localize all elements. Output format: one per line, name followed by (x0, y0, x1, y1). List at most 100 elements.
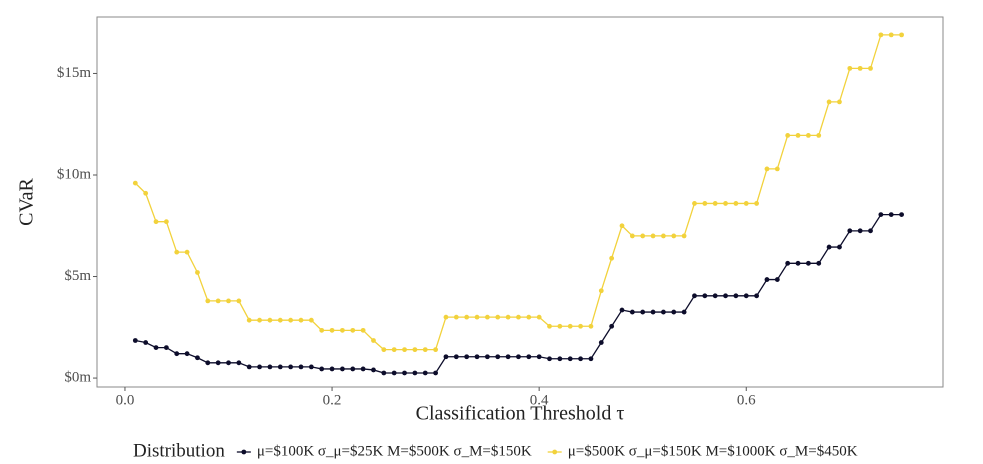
data-point (557, 356, 563, 362)
data-point (226, 298, 231, 304)
data-point (360, 366, 366, 372)
data-point (547, 356, 552, 362)
data-point (143, 190, 149, 196)
data-point (578, 356, 583, 362)
data-point (764, 166, 770, 172)
data-point (277, 364, 283, 370)
data-point (837, 244, 842, 250)
data-point (329, 327, 335, 333)
data-point (857, 228, 863, 234)
data-point (288, 364, 294, 370)
data-point (650, 309, 656, 315)
data-point (598, 288, 604, 294)
data-point (412, 347, 418, 353)
data-point (557, 323, 563, 329)
data-point (868, 228, 873, 234)
data-point (433, 347, 439, 353)
data-point (443, 354, 449, 360)
data-point (712, 201, 718, 206)
data-point (184, 351, 190, 357)
data-point (878, 212, 884, 217)
data-point (381, 347, 387, 353)
x-tick-label: 0.2 (323, 392, 342, 408)
data-point (650, 233, 656, 239)
data-point (609, 323, 615, 329)
data-point (298, 317, 304, 323)
data-point (516, 314, 521, 320)
data-point (184, 249, 190, 255)
y-tick-label: $10m (57, 166, 92, 182)
data-point (350, 366, 356, 372)
data-point (661, 233, 666, 239)
data-point (857, 65, 863, 71)
data-point (816, 132, 822, 138)
x-tick-label: 0.6 (737, 392, 756, 408)
data-point (422, 370, 428, 376)
data-point (474, 314, 480, 320)
data-point (226, 360, 231, 366)
data-point (847, 228, 853, 234)
data-point (215, 360, 221, 366)
data-point (277, 317, 283, 323)
data-point (308, 364, 314, 370)
data-point (671, 233, 677, 239)
data-point (319, 366, 325, 372)
x-axis-title: Classification Threshold τ (416, 403, 625, 425)
data-point (547, 323, 552, 329)
data-point (816, 260, 822, 266)
data-point (619, 307, 625, 313)
data-point (453, 314, 459, 320)
data-point (412, 370, 418, 376)
data-point (516, 354, 521, 360)
data-point (888, 212, 894, 217)
data-point (350, 327, 356, 333)
data-point (743, 293, 749, 299)
data-point (702, 293, 708, 299)
data-point (888, 32, 894, 38)
legend-swatch-point (552, 449, 558, 455)
data-point (681, 309, 687, 315)
data-point (195, 270, 200, 275)
data-point (464, 314, 470, 320)
data-point (433, 370, 439, 376)
data-point (681, 233, 687, 239)
x-tick-label: 0.0 (116, 392, 135, 408)
data-point (402, 370, 407, 376)
data-point (319, 327, 325, 333)
data-point (629, 309, 635, 315)
data-point (640, 309, 646, 315)
data-point (837, 99, 842, 105)
data-point (340, 327, 345, 333)
data-point (764, 277, 770, 282)
data-point (505, 314, 511, 320)
data-point (236, 360, 242, 366)
data-point (132, 180, 138, 186)
data-point (847, 65, 853, 71)
data-point (288, 317, 294, 323)
data-point (495, 354, 501, 360)
data-point (588, 323, 594, 329)
data-point (443, 314, 449, 320)
data-point (609, 255, 615, 261)
data-point (692, 201, 697, 206)
plot-panel (96, 16, 944, 388)
data-point (308, 317, 314, 323)
data-point (453, 354, 459, 360)
data-point (298, 364, 304, 370)
data-point (505, 354, 511, 360)
data-point (474, 354, 480, 360)
data-point (629, 233, 635, 239)
data-point (785, 260, 791, 266)
data-point (536, 354, 542, 360)
data-point (464, 354, 470, 360)
data-point (340, 366, 345, 372)
data-point (899, 32, 904, 38)
data-point (899, 212, 904, 217)
data-point (402, 347, 407, 353)
data-point (826, 99, 832, 105)
legend-label: μ=$100K σ_μ=$25K M=$500K σ_M=$150K (257, 443, 532, 459)
data-point (246, 364, 252, 370)
data-point (132, 338, 138, 343)
legend-title: Distribution (133, 440, 225, 461)
data-point (174, 249, 180, 255)
